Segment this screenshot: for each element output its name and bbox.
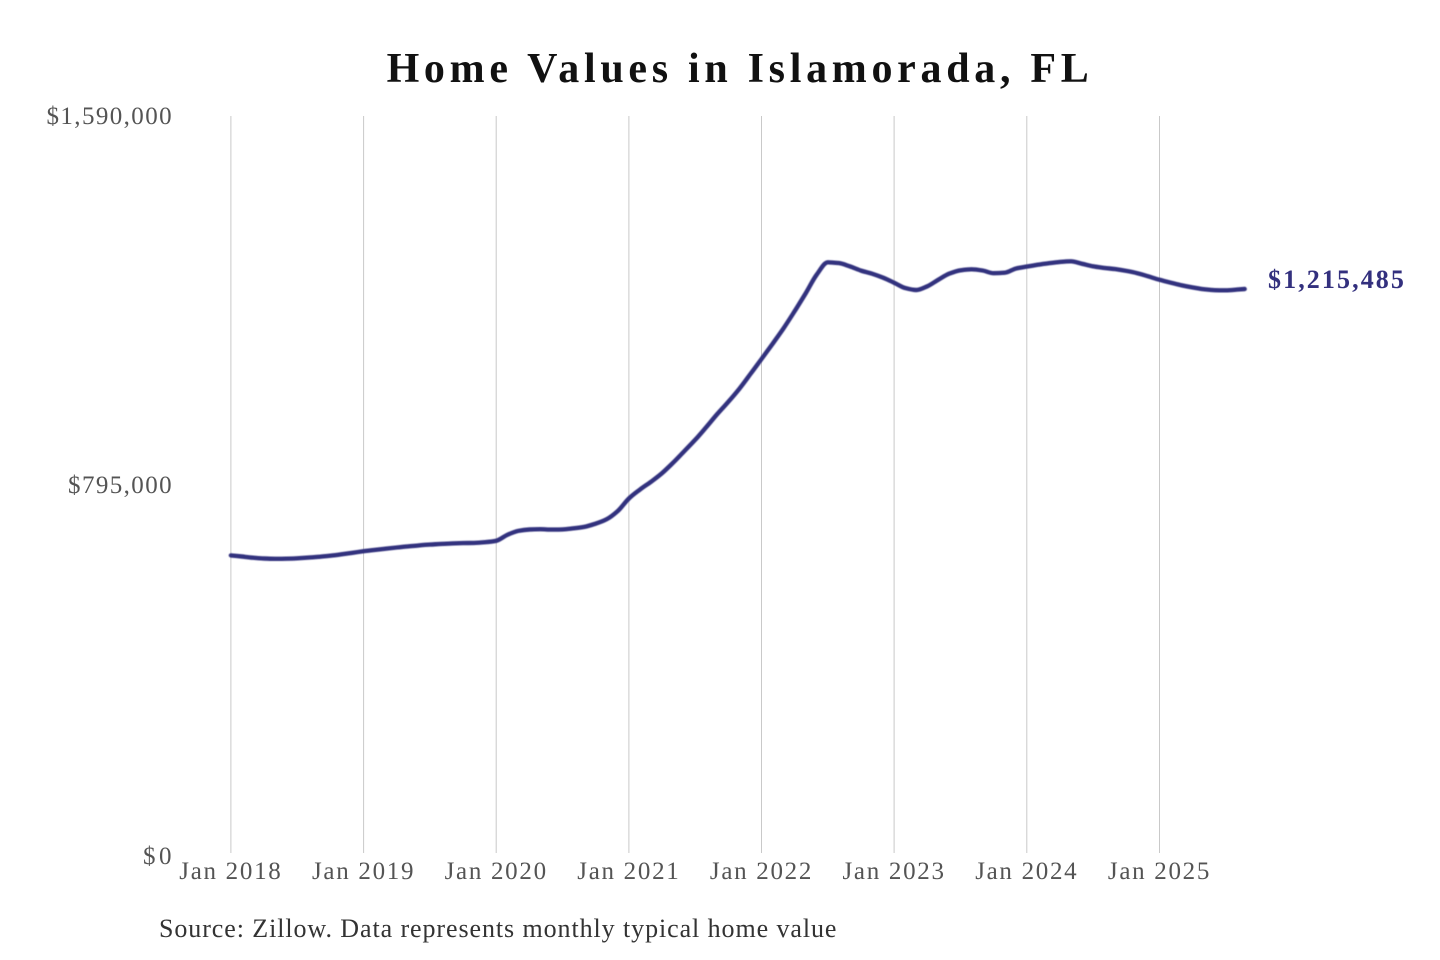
svg-text:Home Values in Islamorada, FL: Home Values in Islamorada, FL [387,46,1094,92]
svg-text:$795,000: $795,000 [68,472,173,499]
svg-text:$0: $0 [143,843,175,870]
svg-text:Jan 2020: Jan 2020 [445,858,548,885]
svg-text:Jan 2018: Jan 2018 [179,858,282,885]
svg-text:Jan 2024: Jan 2024 [975,858,1078,885]
svg-text:$1,215,485: $1,215,485 [1268,265,1406,294]
svg-text:$1,590,000: $1,590,000 [47,103,174,130]
svg-text:Source: Zillow. Data represent: Source: Zillow. Data represents monthly … [159,914,837,943]
svg-text:Jan 2023: Jan 2023 [843,858,946,885]
svg-text:Jan 2021: Jan 2021 [577,858,680,885]
svg-text:Jan 2019: Jan 2019 [312,858,415,885]
svg-text:Jan 2022: Jan 2022 [710,858,813,885]
svg-text:Jan 2025: Jan 2025 [1108,858,1211,885]
